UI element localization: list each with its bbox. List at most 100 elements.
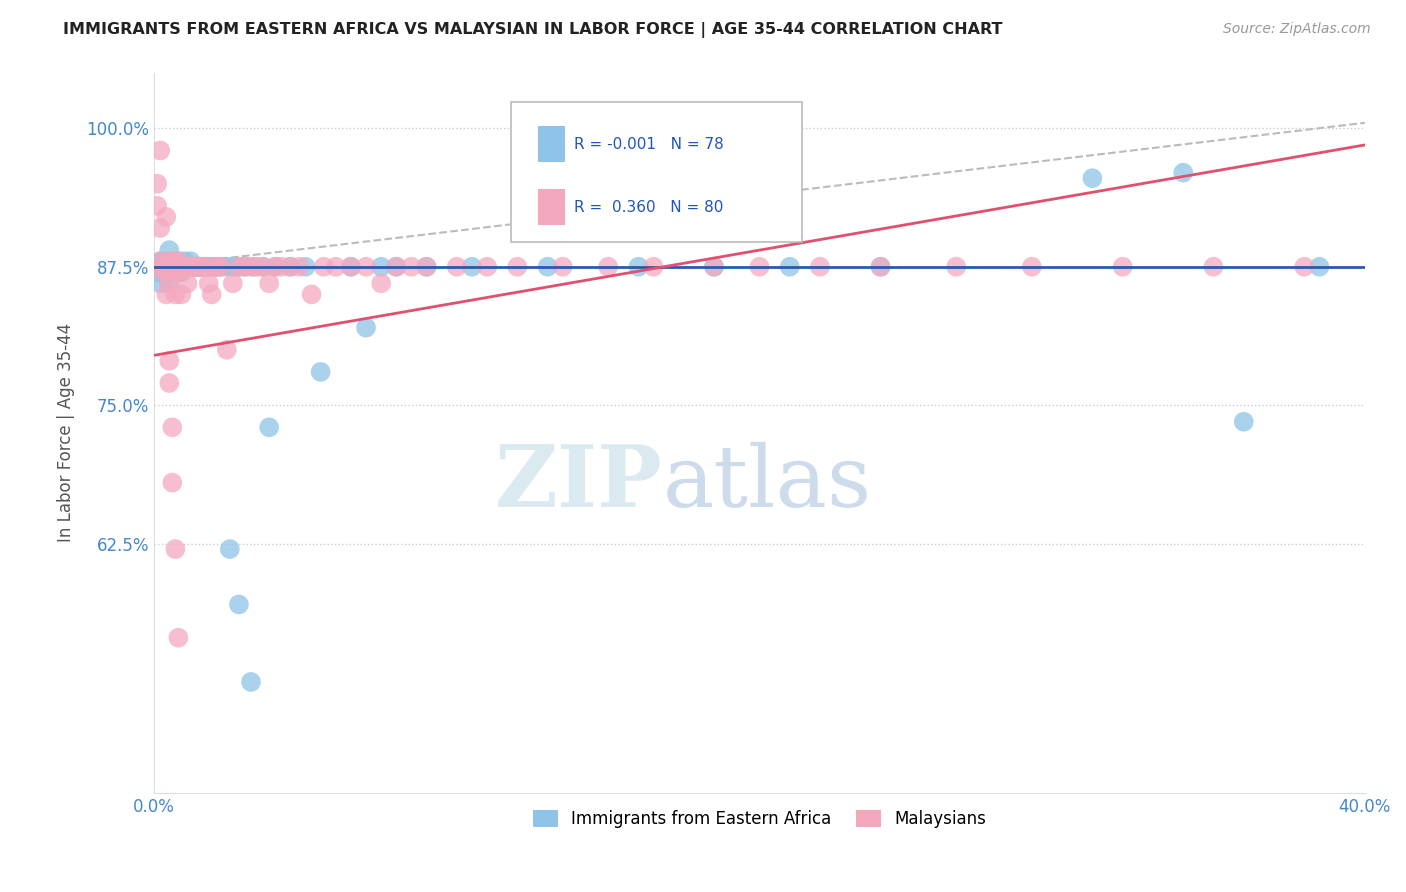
Point bbox=[146, 265, 169, 279]
Point bbox=[1233, 415, 1256, 429]
Point bbox=[165, 265, 187, 279]
Point bbox=[167, 260, 190, 274]
Point bbox=[149, 277, 172, 291]
Point bbox=[643, 260, 665, 274]
Point bbox=[551, 260, 574, 274]
Point bbox=[173, 260, 195, 274]
Point bbox=[385, 260, 408, 274]
Point bbox=[222, 260, 245, 274]
Point bbox=[157, 254, 180, 268]
Point bbox=[301, 287, 323, 301]
Point bbox=[146, 177, 169, 191]
Point bbox=[155, 265, 177, 279]
Point bbox=[162, 420, 184, 434]
Point bbox=[157, 254, 180, 268]
Point bbox=[191, 260, 214, 274]
Point bbox=[270, 260, 292, 274]
Point bbox=[294, 260, 316, 274]
Point bbox=[243, 260, 266, 274]
Text: R = -0.001   N = 78: R = -0.001 N = 78 bbox=[574, 136, 724, 152]
Point bbox=[146, 260, 169, 274]
Point bbox=[176, 260, 198, 274]
Point bbox=[1202, 260, 1225, 274]
Point bbox=[240, 675, 263, 690]
Point bbox=[1021, 260, 1043, 274]
Point bbox=[1111, 260, 1133, 274]
Point bbox=[340, 260, 363, 274]
Point bbox=[167, 254, 190, 268]
Point bbox=[385, 260, 408, 274]
Point bbox=[155, 287, 177, 301]
Point bbox=[149, 144, 172, 158]
Point bbox=[165, 260, 187, 274]
Point bbox=[157, 354, 180, 368]
Point bbox=[215, 260, 238, 274]
Point bbox=[162, 260, 184, 274]
Point bbox=[173, 260, 195, 274]
Point bbox=[191, 260, 214, 274]
Point bbox=[1173, 166, 1195, 180]
Point bbox=[170, 287, 193, 301]
Point bbox=[703, 260, 725, 274]
Point bbox=[179, 260, 201, 274]
Point bbox=[162, 265, 184, 279]
Point bbox=[218, 542, 240, 557]
Point bbox=[252, 260, 274, 274]
Point bbox=[152, 265, 174, 279]
Point bbox=[155, 260, 177, 274]
Point bbox=[167, 254, 190, 268]
Point bbox=[165, 254, 187, 268]
Point bbox=[288, 260, 311, 274]
Point bbox=[312, 260, 335, 274]
Point bbox=[1081, 171, 1104, 186]
Point bbox=[155, 260, 177, 274]
Legend: Immigrants from Eastern Africa, Malaysians: Immigrants from Eastern Africa, Malaysia… bbox=[526, 803, 993, 835]
Point bbox=[155, 260, 177, 274]
Point bbox=[176, 260, 198, 274]
Point bbox=[354, 320, 377, 334]
Point bbox=[152, 265, 174, 279]
Point bbox=[170, 265, 193, 279]
Point bbox=[186, 260, 208, 274]
Text: Source: ZipAtlas.com: Source: ZipAtlas.com bbox=[1223, 22, 1371, 37]
Point bbox=[183, 260, 205, 274]
Point bbox=[152, 260, 174, 274]
Point bbox=[176, 277, 198, 291]
Point bbox=[1308, 260, 1330, 274]
Point bbox=[869, 260, 891, 274]
Point bbox=[446, 260, 468, 274]
Point bbox=[197, 277, 219, 291]
Point bbox=[415, 260, 437, 274]
Point bbox=[370, 277, 392, 291]
Point bbox=[149, 254, 172, 268]
Point bbox=[186, 260, 208, 274]
Point bbox=[179, 260, 201, 274]
Point bbox=[165, 542, 187, 557]
Point bbox=[170, 260, 193, 274]
Point bbox=[162, 260, 184, 274]
Point bbox=[173, 254, 195, 268]
Point bbox=[170, 260, 193, 274]
Point bbox=[228, 260, 250, 274]
Point bbox=[627, 260, 650, 274]
Point bbox=[194, 260, 217, 274]
Point bbox=[165, 260, 187, 274]
Point bbox=[201, 260, 224, 274]
Point bbox=[162, 260, 184, 274]
Point bbox=[201, 287, 224, 301]
Point bbox=[183, 260, 205, 274]
Point bbox=[506, 260, 529, 274]
Point bbox=[703, 260, 725, 274]
Point bbox=[173, 260, 195, 274]
Point bbox=[340, 260, 363, 274]
Point bbox=[598, 260, 620, 274]
Point bbox=[252, 260, 274, 274]
Point bbox=[167, 631, 190, 645]
Point bbox=[188, 260, 211, 274]
Point bbox=[179, 260, 201, 274]
Point bbox=[233, 260, 256, 274]
Point bbox=[869, 260, 891, 274]
FancyBboxPatch shape bbox=[538, 127, 565, 162]
Point bbox=[194, 260, 217, 274]
Point bbox=[204, 260, 226, 274]
